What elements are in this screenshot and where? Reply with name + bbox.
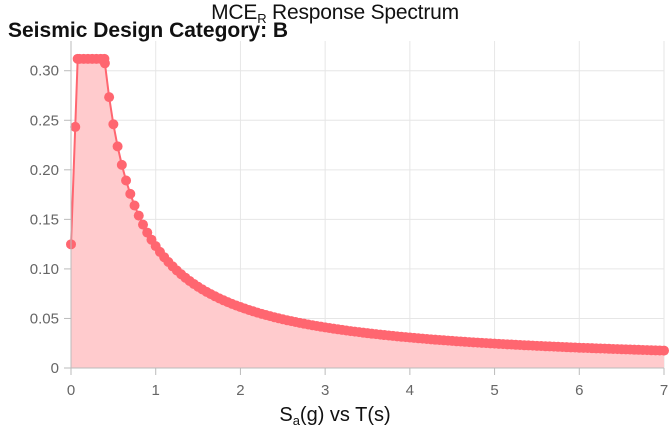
spectrum-data-point (659, 345, 669, 356)
spectrum-data-point (104, 92, 115, 103)
spectrum-data-point (133, 210, 144, 221)
spectrum-data-point (112, 141, 123, 152)
area-layer (70, 57, 665, 369)
x-tick-label: 1 (152, 382, 160, 399)
spectrum-data-point (129, 200, 140, 211)
y-tick-label: 0.05 (30, 310, 59, 327)
spectrum-data-point (116, 159, 127, 170)
x-tick-label: 4 (406, 382, 414, 399)
y-tick-label: 0.15 (30, 211, 59, 228)
y-tick-label: 0.20 (30, 162, 59, 179)
x-tick-label: 7 (660, 382, 668, 399)
spectrum-data-point (108, 119, 119, 130)
spectrum-data-point (121, 175, 132, 186)
x-axis-label: Sa(g) vs T(s) (0, 402, 670, 434)
y-tick-label: 0.25 (30, 112, 59, 129)
x-tick-label: 3 (321, 382, 329, 399)
x-tick-label: 0 (67, 382, 75, 399)
spectrum-data-point (70, 121, 81, 132)
chart-title: MCER Response Spectrum (0, 0, 670, 26)
x-axis-label-subscript: a (292, 413, 300, 428)
x-axis-label-suffix: (g) vs T(s) (299, 404, 391, 426)
seismic-design-category-heading: Seismic Design Category: B (8, 19, 289, 42)
x-tick-label: 2 (236, 382, 244, 399)
y-tick-label: 0.10 (30, 261, 59, 278)
axes (64, 41, 665, 375)
spectrum-data-point (138, 219, 149, 230)
data-points (66, 53, 669, 356)
x-axis-label-main: S (279, 404, 293, 426)
chart-title-suffix: Response Spectrum (266, 1, 459, 24)
chart-title-main: MCE (211, 1, 258, 24)
spectrum-data-point (125, 188, 136, 199)
tick-labels: 0 0.05 0.10 0.15 0.20 0.25 0.30 0 1 2 3 4 5 6 7 (30, 63, 668, 399)
y-tick-label: 0 (51, 360, 59, 377)
x-tick-label: 5 (490, 382, 498, 399)
spectrum-data-point (99, 58, 110, 69)
x-tick-label: 6 (575, 382, 583, 399)
y-tick-label: 0.30 (30, 63, 59, 80)
chart-title-subscript: R (257, 11, 267, 26)
spectrum-area-fill (71, 58, 664, 369)
